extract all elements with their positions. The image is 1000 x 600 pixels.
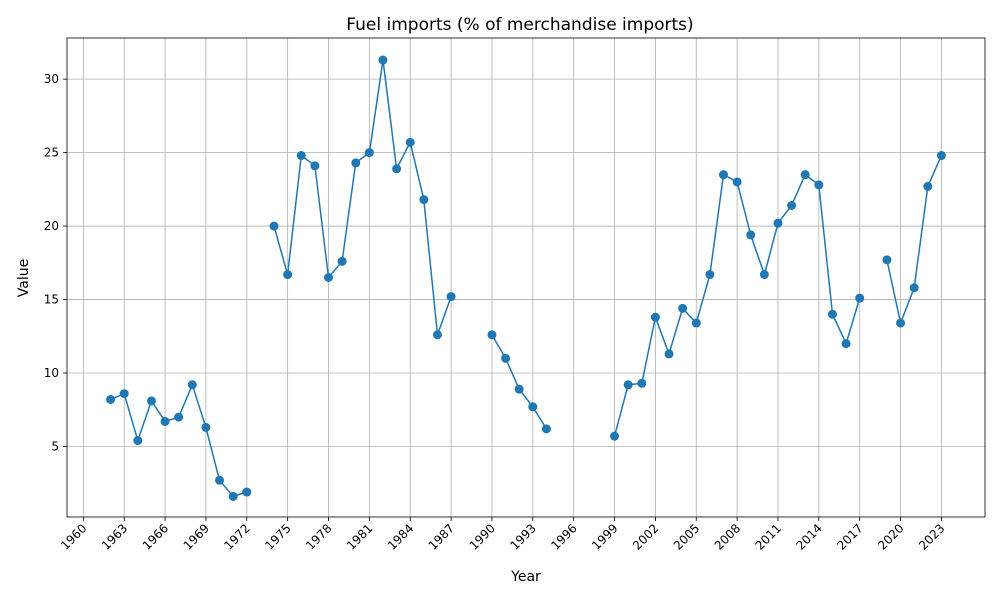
y-tick-label: 25 [44, 146, 59, 160]
x-tick-label: 1990 [467, 521, 498, 552]
data-point [487, 330, 497, 340]
y-tick-label: 10 [44, 366, 59, 380]
x-tick-label: 1999 [589, 521, 620, 552]
data-point [787, 201, 797, 211]
data-point [324, 273, 334, 282]
x-tick-label: 2017 [834, 521, 865, 552]
x-tick-label: 2014 [793, 521, 824, 552]
data-point [882, 255, 892, 265]
data-point [827, 309, 837, 319]
data-point [814, 180, 824, 190]
data-point [119, 389, 129, 399]
data-point [146, 396, 156, 406]
data-point [201, 422, 211, 432]
x-tick-label: 1978 [303, 521, 334, 552]
y-tick-label: 20 [44, 219, 59, 233]
x-tick-label: 1975 [262, 521, 293, 552]
data-point [501, 353, 511, 363]
data-point [773, 218, 783, 228]
x-axis: 1960 1963 1966 1969 1972 1975 1978 1981 1984 1987… [58, 517, 948, 553]
series-line-segment [110, 382, 248, 498]
x-tick-label: 2023 [916, 521, 947, 552]
data-point [215, 475, 225, 485]
data-point [405, 137, 415, 147]
y-tick-label: 5 [51, 439, 59, 453]
data-point [392, 164, 402, 174]
data-point [923, 181, 933, 191]
data-point [896, 318, 906, 328]
data-point [691, 318, 701, 328]
x-tick-label: 1960 [58, 521, 89, 552]
data-point [337, 256, 347, 266]
data-point [746, 230, 756, 240]
data-point [378, 55, 388, 65]
data-point [705, 270, 715, 280]
data-point [160, 416, 170, 426]
x-tick-label: 2002 [630, 521, 661, 552]
data-point [310, 161, 320, 171]
x-tick-label: 2011 [753, 521, 784, 552]
data-point [841, 339, 851, 349]
x-tick-label: 1969 [181, 521, 212, 552]
data-point [228, 491, 238, 501]
data-point [419, 195, 429, 205]
series-line-segment [886, 155, 943, 326]
data-point [800, 170, 810, 180]
data-point [623, 380, 633, 390]
data-point [133, 436, 143, 446]
plot-area [66, 37, 986, 518]
x-tick-label: 2020 [875, 521, 906, 552]
data-point [909, 283, 919, 293]
chart-title: Fuel imports (% of merchandise imports) [346, 15, 693, 35]
data-point [187, 380, 197, 390]
data-point [718, 170, 728, 180]
y-axis: 5 10 15 20 25 30 [44, 72, 67, 453]
data-point [514, 384, 524, 394]
x-tick-label: 1966 [140, 521, 171, 552]
y-tick-label: 30 [44, 72, 59, 86]
data-point [541, 424, 551, 434]
x-axis-title: Year [510, 569, 541, 585]
y-axis-title: Value [16, 259, 32, 297]
data-point [664, 349, 674, 359]
data-point [432, 330, 442, 340]
x-tick-label: 2005 [671, 521, 702, 552]
data-point [936, 151, 946, 161]
data-point [637, 378, 647, 388]
data-point [446, 292, 456, 302]
data-point [351, 158, 361, 168]
data-point [759, 270, 769, 280]
data-point [528, 402, 538, 412]
data-point [732, 177, 742, 187]
x-tick-label: 1984 [385, 521, 416, 552]
series-lines [110, 59, 943, 498]
series-points [106, 55, 946, 501]
data-point [364, 148, 374, 158]
data-point [855, 293, 865, 303]
y-tick-label: 15 [44, 293, 59, 307]
data-point [296, 151, 306, 161]
x-tick-label: 1981 [344, 521, 375, 552]
series-line-segment [491, 334, 548, 430]
x-tick-label: 1993 [507, 521, 538, 552]
x-tick-label: 1987 [426, 521, 457, 552]
x-tick-label: 1972 [221, 521, 252, 552]
x-tick-label: 1963 [99, 521, 130, 552]
x-tick-label: 2008 [712, 521, 743, 552]
data-point [678, 303, 688, 313]
data-point [610, 431, 620, 441]
data-point [283, 270, 293, 280]
data-point [269, 221, 279, 231]
data-point [174, 412, 184, 422]
grid [67, 38, 985, 517]
data-point [650, 312, 660, 322]
data-point [242, 487, 252, 497]
data-point [106, 394, 116, 404]
x-tick-label: 1996 [548, 521, 579, 552]
